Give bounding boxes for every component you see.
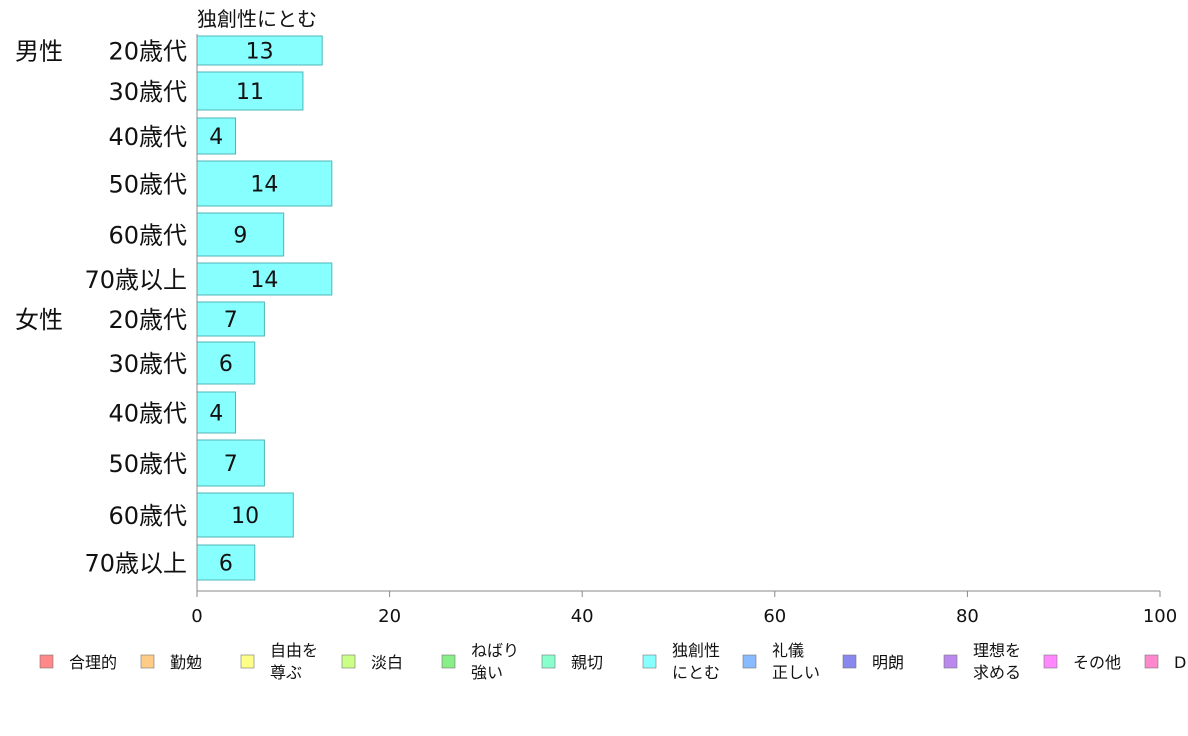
x-tick-label: 100	[1143, 606, 1177, 627]
legend-swatch	[341, 654, 356, 669]
bar-value-label: 9	[233, 224, 247, 249]
x-tick-label: 20	[378, 606, 401, 627]
category-label: 60歳代	[108, 502, 187, 530]
bar	[196, 117, 237, 155]
legend-swatch	[842, 654, 857, 669]
x-axis: 0 20 40 60 80 100	[191, 34, 1177, 627]
legend-label: その他	[1073, 653, 1121, 672]
bar-value-label: 4	[209, 125, 223, 150]
bar-value-label: 14	[250, 173, 278, 198]
bar	[196, 35, 323, 66]
legend-label: 合理的	[69, 653, 117, 672]
bar	[196, 439, 265, 487]
bar-value-label: 7	[224, 452, 238, 477]
x-tick-label: 0	[191, 606, 202, 627]
category-label: 40歳代	[108, 123, 187, 151]
group-label: 女性	[15, 306, 63, 334]
bar	[196, 492, 294, 538]
bar-value-label: 11	[236, 80, 264, 105]
category-label: 30歳代	[108, 78, 187, 106]
category-label: 30歳代	[108, 350, 187, 378]
category-label: 70歳以上	[84, 550, 187, 578]
category-label: 70歳以上	[84, 266, 187, 294]
bar-value-label: 10	[231, 504, 259, 529]
legend-swatch	[541, 654, 556, 669]
bar-value-label: 6	[219, 552, 233, 577]
legend-label: 独創性	[672, 641, 720, 660]
legend-swatch	[140, 654, 155, 669]
bar-value-label: 4	[209, 402, 223, 427]
legend-label: 尊ぶ	[270, 663, 302, 682]
bar	[196, 544, 256, 581]
legend-swatch	[240, 654, 255, 669]
category-label: 40歳代	[108, 400, 187, 428]
bar	[196, 301, 265, 337]
legend-label: 強い	[471, 663, 503, 682]
category-label: 60歳代	[108, 222, 187, 250]
category-label: 50歳代	[108, 171, 187, 199]
bars-layer: 13 20歳代 男性 11 30歳代 4 40歳代 14 50歳代 9 60歳代 14 70歳以上 7 20…	[15, 35, 333, 581]
legend-label: 勤勉	[170, 653, 202, 672]
chart-title: 独創性にとむ	[197, 7, 317, 31]
bar	[196, 71, 304, 111]
group-label: 男性	[15, 38, 63, 66]
category-label: 20歳代	[108, 38, 187, 66]
legend-swatch	[441, 654, 456, 669]
legend-swatch	[1043, 654, 1058, 669]
x-tick-label: 80	[956, 606, 979, 627]
legend-label: 礼儀	[772, 641, 804, 660]
legend-swatch	[943, 654, 958, 669]
legend-swatch	[1144, 654, 1159, 669]
x-tick-label: 40	[571, 606, 594, 627]
legend-swatch	[39, 654, 54, 669]
category-label: 50歳代	[108, 450, 187, 478]
legend-label: 明朗	[872, 653, 904, 672]
legend-label: 正しい	[772, 663, 820, 682]
legend-swatch	[642, 654, 657, 669]
bar-value-label: 14	[250, 268, 278, 293]
legend-label: 理想を	[973, 641, 1021, 660]
x-tick-label: 60	[763, 606, 786, 627]
legend-label: 親切	[571, 653, 603, 672]
legend-label: 求める	[973, 663, 1021, 682]
bar-value-label: 13	[246, 40, 274, 65]
legend-label: 自由を	[270, 641, 318, 660]
legend-swatch	[742, 654, 757, 669]
bar-value-label: 7	[224, 308, 238, 333]
legend-label: D	[1174, 653, 1186, 672]
bar	[196, 212, 285, 257]
legend-label: 淡白	[371, 653, 403, 672]
bar-value-label: 6	[219, 352, 233, 377]
category-label: 20歳代	[108, 306, 187, 334]
legend-label: にとむ	[672, 663, 720, 682]
bar	[196, 160, 333, 207]
legend-label: ねばり	[471, 641, 519, 660]
